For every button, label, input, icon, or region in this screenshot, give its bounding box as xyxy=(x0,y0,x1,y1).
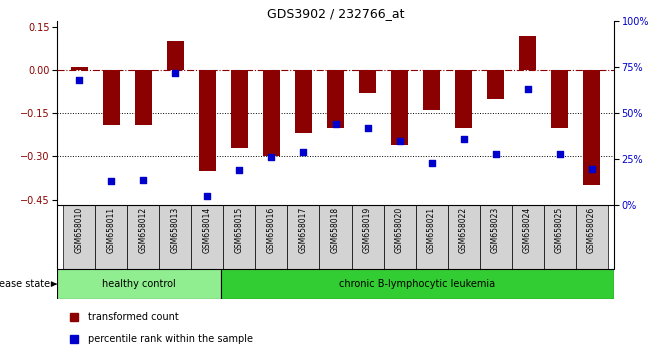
Bar xyxy=(103,70,120,125)
Point xyxy=(106,178,117,184)
Point xyxy=(170,70,180,76)
Text: GSM658019: GSM658019 xyxy=(363,207,372,253)
Point xyxy=(458,136,469,142)
Bar xyxy=(135,70,152,125)
Text: chronic B-lymphocytic leukemia: chronic B-lymphocytic leukemia xyxy=(340,279,495,289)
Text: GSM658015: GSM658015 xyxy=(235,207,244,253)
Bar xyxy=(191,205,223,269)
Bar xyxy=(511,205,544,269)
Text: GSM658021: GSM658021 xyxy=(427,207,436,253)
Point xyxy=(586,166,597,171)
Bar xyxy=(448,205,480,269)
Bar xyxy=(287,205,319,269)
Text: percentile rank within the sample: percentile rank within the sample xyxy=(88,334,253,344)
Text: GSM658017: GSM658017 xyxy=(299,207,308,253)
Point xyxy=(394,138,405,144)
Point xyxy=(266,155,277,160)
Bar xyxy=(359,70,376,93)
Bar xyxy=(384,205,415,269)
Text: GSM658018: GSM658018 xyxy=(331,207,340,253)
Bar xyxy=(199,70,216,171)
Text: transformed count: transformed count xyxy=(88,312,178,322)
Bar xyxy=(327,70,344,128)
Bar xyxy=(544,205,576,269)
Bar xyxy=(256,205,287,269)
Bar xyxy=(391,70,409,145)
Text: GSM658010: GSM658010 xyxy=(75,207,84,253)
Text: disease state: disease state xyxy=(0,279,56,289)
Text: GSM658025: GSM658025 xyxy=(555,207,564,253)
Bar xyxy=(455,70,472,128)
Text: GSM658016: GSM658016 xyxy=(267,207,276,253)
Point xyxy=(298,149,309,155)
Point xyxy=(362,125,373,131)
Bar xyxy=(551,70,568,128)
Bar xyxy=(352,205,384,269)
Bar xyxy=(480,205,511,269)
Point xyxy=(138,177,149,182)
Bar xyxy=(57,269,221,299)
Point xyxy=(202,193,213,199)
Point xyxy=(554,151,565,156)
Point xyxy=(426,160,437,166)
Bar xyxy=(295,70,312,133)
Bar xyxy=(415,205,448,269)
Text: GSM658026: GSM658026 xyxy=(587,207,596,253)
Bar xyxy=(70,67,89,70)
Bar xyxy=(223,205,256,269)
Point xyxy=(522,86,533,92)
Bar xyxy=(231,70,248,148)
Bar xyxy=(166,41,185,70)
Title: GDS3902 / 232766_at: GDS3902 / 232766_at xyxy=(267,7,404,20)
Text: GSM658013: GSM658013 xyxy=(171,207,180,253)
Point xyxy=(74,77,85,83)
Text: GSM658014: GSM658014 xyxy=(203,207,212,253)
Bar xyxy=(64,205,95,269)
Text: GSM658012: GSM658012 xyxy=(139,207,148,253)
Bar xyxy=(486,70,505,99)
Bar xyxy=(160,205,191,269)
Bar xyxy=(576,205,607,269)
Text: GSM658024: GSM658024 xyxy=(523,207,532,253)
Point xyxy=(330,121,341,127)
Text: GSM658023: GSM658023 xyxy=(491,207,500,253)
Bar xyxy=(519,36,536,70)
Bar xyxy=(582,70,601,185)
Bar xyxy=(262,70,280,156)
Point xyxy=(234,167,245,173)
Text: GSM658022: GSM658022 xyxy=(459,207,468,253)
Bar xyxy=(319,205,352,269)
Text: healthy control: healthy control xyxy=(102,279,176,289)
Point xyxy=(491,151,501,156)
Bar xyxy=(221,269,614,299)
Bar xyxy=(423,70,440,110)
Bar xyxy=(127,205,160,269)
Text: GSM658020: GSM658020 xyxy=(395,207,404,253)
Bar xyxy=(95,205,127,269)
Text: GSM658011: GSM658011 xyxy=(107,207,116,253)
